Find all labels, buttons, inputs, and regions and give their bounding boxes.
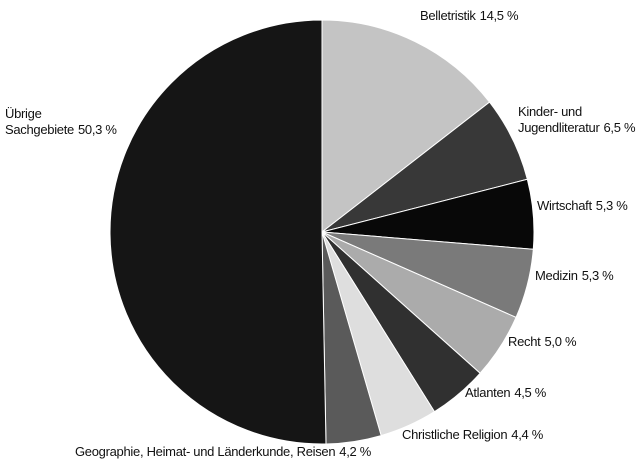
slice-label: Übrige Sachgebiete 50,3 % [5, 106, 129, 138]
category-label: Christliche Religion [402, 427, 508, 442]
value-label: 50,3 % [77, 122, 117, 137]
value-label: 4,2 % [339, 444, 372, 459]
value-label: 5,3 % [595, 198, 628, 213]
slice-label: Belletristik 14,5 % [420, 8, 519, 24]
value-label: 4,4 % [511, 427, 544, 442]
slice-label: Kinder- und Jugendliteratur 6,5 % [518, 104, 639, 136]
value-label: 4,5 % [514, 385, 547, 400]
slice-label: Wirtschaft 5,3 % [537, 198, 628, 214]
category-label: Geographie, Heimat- und Länderkunde, Rei… [75, 444, 336, 459]
category-label: Wirtschaft [537, 198, 592, 213]
slice-label: Medizin 5,3 % [535, 268, 614, 284]
pie-slice [321, 19, 491, 234]
category-label: Medizin [535, 268, 578, 283]
category-label: Übrige Sachgebiete [5, 106, 74, 137]
slice-label: Christliche Religion 4,4 % [402, 427, 543, 443]
pie-slice [109, 19, 327, 445]
slice-label: Geographie, Heimat- und Länderkunde, Rei… [75, 444, 371, 460]
value-label: 6,5 % [603, 120, 636, 135]
value-label: 5,3 % [581, 268, 614, 283]
category-label: Belletristik [420, 8, 476, 23]
slice-label: Recht 5,0 % [508, 334, 577, 350]
slice-label: Atlanten 4,5 % [465, 385, 546, 401]
category-label: Atlanten [465, 385, 511, 400]
value-label: 5,0 % [544, 334, 577, 349]
value-label: 14,5 % [479, 8, 519, 23]
category-label: Recht [508, 334, 541, 349]
category-label: Kinder- und Jugendliteratur [518, 104, 600, 135]
